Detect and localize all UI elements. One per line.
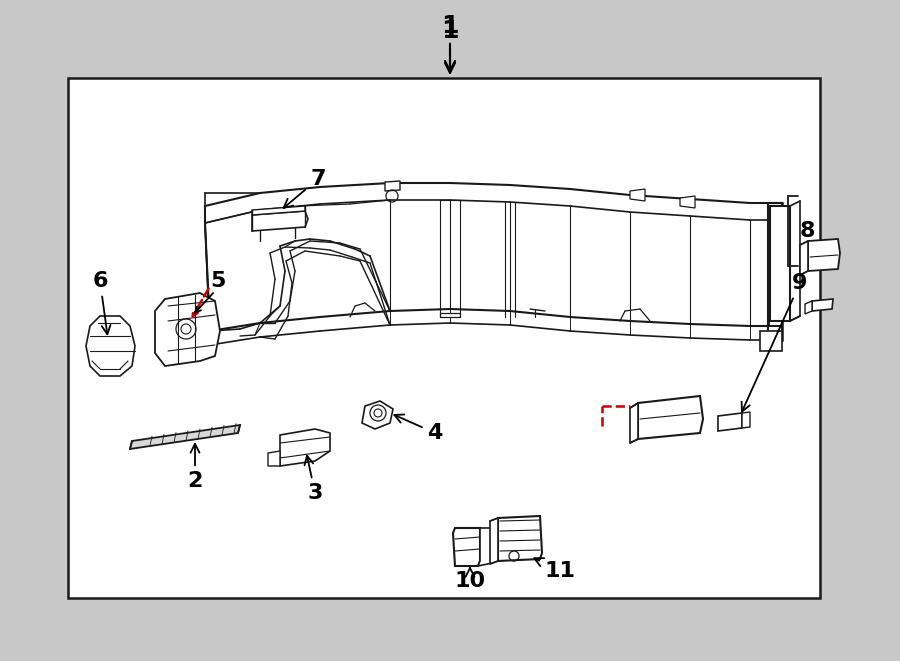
Polygon shape: [252, 206, 305, 215]
Polygon shape: [385, 181, 400, 191]
Polygon shape: [630, 189, 645, 201]
Polygon shape: [478, 528, 492, 566]
Polygon shape: [760, 331, 782, 351]
Polygon shape: [490, 518, 498, 564]
Text: 5: 5: [211, 271, 226, 291]
Bar: [68, 78, 820, 598]
Polygon shape: [498, 516, 542, 561]
Text: 1: 1: [441, 14, 459, 71]
Polygon shape: [638, 396, 703, 439]
Text: 9: 9: [742, 273, 807, 412]
Text: 2: 2: [187, 444, 202, 491]
Polygon shape: [130, 425, 240, 449]
Polygon shape: [768, 326, 782, 340]
Text: 6: 6: [92, 271, 111, 334]
Text: 8: 8: [800, 221, 815, 241]
Polygon shape: [718, 413, 742, 431]
Polygon shape: [805, 301, 812, 314]
Polygon shape: [362, 401, 393, 429]
Polygon shape: [680, 196, 695, 208]
Polygon shape: [630, 403, 638, 443]
Text: 1: 1: [441, 19, 459, 73]
Polygon shape: [252, 211, 308, 231]
Polygon shape: [268, 451, 280, 466]
Text: 11: 11: [535, 558, 575, 581]
Polygon shape: [768, 203, 782, 340]
Polygon shape: [742, 412, 750, 428]
Text: 7: 7: [284, 169, 326, 208]
Polygon shape: [280, 429, 330, 466]
Polygon shape: [155, 293, 220, 366]
Polygon shape: [808, 239, 840, 271]
Polygon shape: [768, 203, 782, 220]
Text: 10: 10: [454, 568, 486, 591]
Polygon shape: [453, 528, 480, 566]
Text: 3: 3: [304, 455, 323, 503]
Polygon shape: [770, 206, 790, 321]
Polygon shape: [86, 316, 135, 376]
Polygon shape: [800, 241, 808, 275]
Polygon shape: [440, 313, 460, 317]
Polygon shape: [812, 299, 833, 311]
Text: 4: 4: [394, 414, 443, 443]
